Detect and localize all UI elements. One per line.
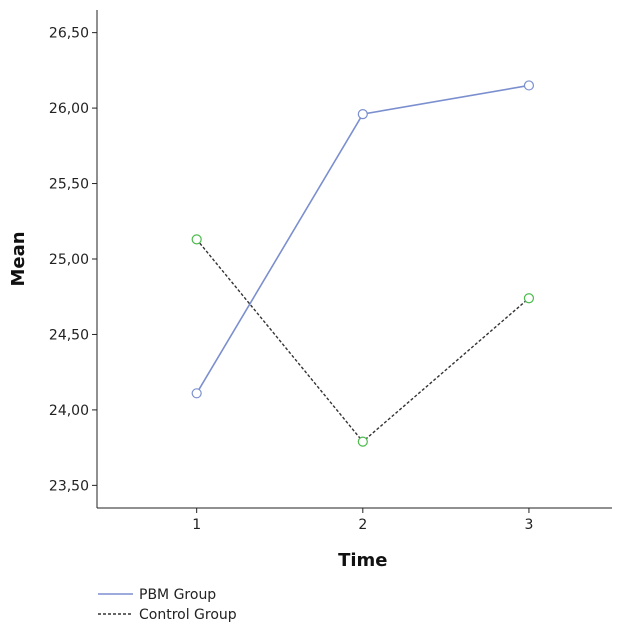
y-axis-ticks: 23,50 24,00 24,50 25,00 25,50 26,00 26,50	[49, 26, 97, 494]
y-tick-label: 26,50	[49, 26, 89, 42]
x-tick-label: 2	[358, 517, 367, 533]
y-tick-label: 24,00	[49, 403, 89, 419]
data-point-control-group	[523, 293, 535, 304]
data-point-control-group	[357, 436, 368, 447]
series-line-pbm-group	[195, 84, 530, 394]
legend-label-control-group: Control Group	[139, 607, 237, 623]
legend: PBM Group Control Group	[98, 587, 237, 623]
series-line-control-group	[196, 238, 530, 443]
x-tick-label: 3	[524, 517, 533, 533]
y-tick-label: 25,50	[49, 177, 89, 193]
y-tick-label: 23,50	[49, 478, 89, 494]
data-point-pbm-group	[191, 388, 202, 399]
legend-label-pbm-group: PBM Group	[139, 587, 216, 603]
data-point-pbm-group	[523, 80, 535, 91]
x-axis-ticks: 1 2 3	[192, 508, 533, 533]
y-tick-label: 26,00	[49, 101, 89, 117]
x-axis-title: Time	[338, 550, 387, 571]
data-point-pbm-group	[357, 109, 368, 120]
x-tick-label: 1	[192, 517, 201, 533]
data-point-control-group	[191, 234, 202, 245]
y-tick-label: 25,00	[49, 252, 89, 268]
series-layer	[191, 80, 535, 447]
y-tick-label: 24,50	[49, 327, 89, 343]
y-axis-title: Mean	[8, 231, 29, 286]
